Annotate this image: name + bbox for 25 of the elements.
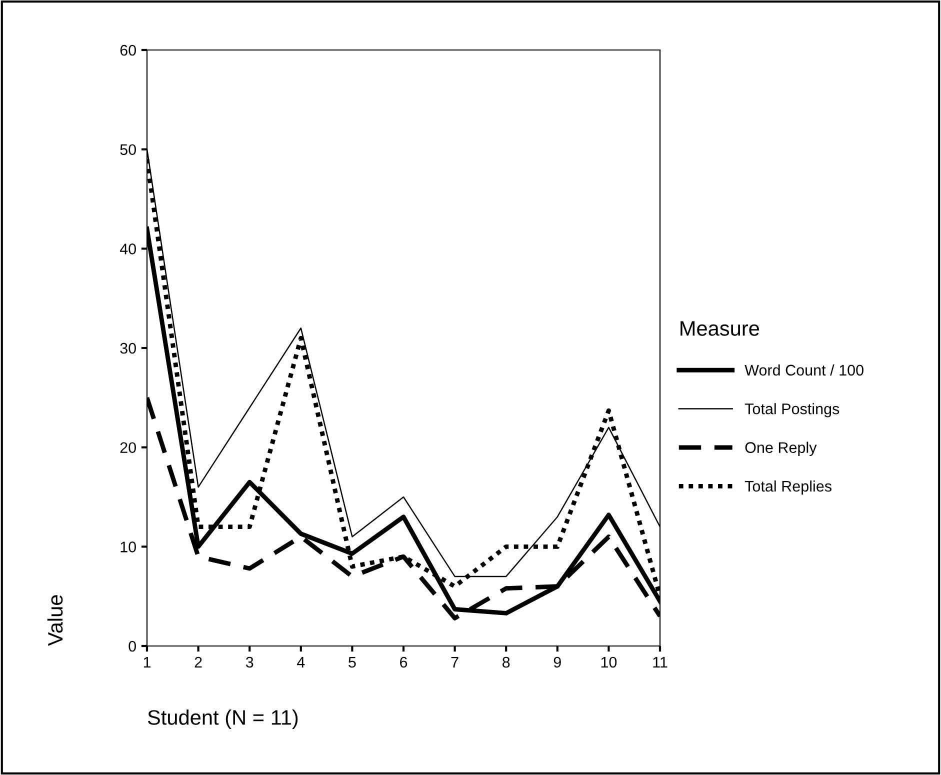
- legend-title: Measure: [680, 321, 760, 336]
- x-tick-label: 8: [502, 656, 510, 668]
- legend-label: Word Count / 100: [744, 364, 864, 376]
- x-tick-label: 9: [554, 656, 561, 668]
- legend-label: One Reply: [745, 442, 817, 456]
- x-tick-label: 4: [297, 656, 305, 668]
- x-tick-label: 11: [653, 656, 668, 668]
- x-tick-label: 3: [246, 656, 254, 668]
- y-tick-label: 60: [120, 44, 136, 56]
- y-tick-label: 20: [120, 442, 136, 454]
- y-axis-title: Value: [47, 595, 63, 646]
- legend-label: Total Postings: [744, 403, 840, 418]
- x-tick-label: 2: [194, 656, 202, 668]
- y-tick-label: 40: [120, 244, 136, 254]
- y-tick-label: 10: [120, 542, 136, 552]
- legend-label: Total Replies: [744, 480, 832, 495]
- x-tick-label: 7: [451, 656, 458, 668]
- y-tick-label: 30: [120, 342, 136, 354]
- y-tick-label: 0: [128, 640, 136, 652]
- x-axis-title: Student (N = 11): [148, 710, 298, 729]
- x-tick-label: 1: [144, 656, 151, 668]
- x-tick-label: 10: [601, 656, 617, 668]
- x-tick-label: 5: [348, 656, 356, 668]
- x-tick-label: 6: [400, 656, 408, 668]
- y-tick-label: 50: [120, 144, 136, 156]
